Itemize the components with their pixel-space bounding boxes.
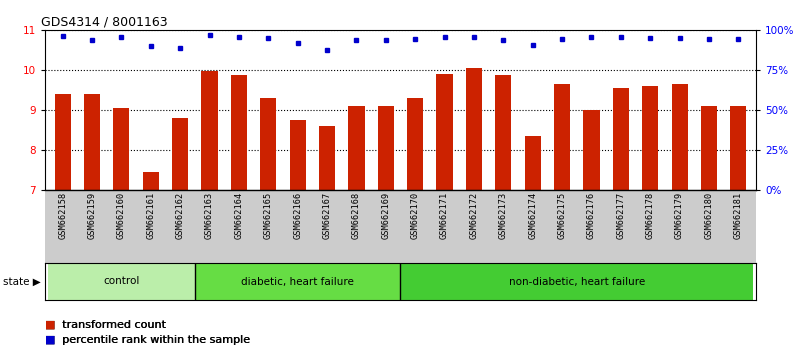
Text: GSM662170: GSM662170 [411,192,420,239]
Bar [113,108,130,190]
Text: GSM662179: GSM662179 [675,192,684,239]
Bar [378,106,394,190]
Bar [583,110,600,190]
Bar [260,98,276,190]
Text: ■  percentile rank within the sample: ■ percentile rank within the sample [45,335,251,345]
Text: GSM662181: GSM662181 [734,192,743,239]
Text: GSM662164: GSM662164 [235,192,244,239]
Bar [195,263,400,300]
Text: GSM662159: GSM662159 [87,192,96,239]
Bar [172,118,188,190]
Bar [407,98,423,190]
Bar [319,126,335,190]
Text: GSM662178: GSM662178 [646,192,654,239]
Bar [554,84,570,190]
Text: GSM662177: GSM662177 [616,192,626,239]
Text: GSM662176: GSM662176 [587,192,596,239]
Bar [54,94,70,190]
Bar [48,263,195,300]
Text: GSM662173: GSM662173 [499,192,508,239]
Text: diabetic, heart failure: diabetic, heart failure [241,276,354,286]
Text: disease state ▶: disease state ▶ [0,276,41,286]
Text: control: control [103,276,139,286]
Text: non-diabetic, heart failure: non-diabetic, heart failure [509,276,645,286]
Text: GSM662171: GSM662171 [440,192,449,239]
Text: transformed count: transformed count [54,320,165,330]
Text: GDS4314 / 8001163: GDS4314 / 8001163 [42,16,168,29]
Bar [231,75,247,190]
Bar [671,84,688,190]
Bar [466,68,482,190]
Text: GSM662163: GSM662163 [205,192,214,239]
Text: GSM662158: GSM662158 [58,192,67,239]
Bar [290,120,306,190]
Text: GSM662169: GSM662169 [381,192,390,239]
Bar [348,106,364,190]
Text: GSM662175: GSM662175 [557,192,566,239]
Bar [525,136,541,190]
Text: GSM662166: GSM662166 [293,192,302,239]
Bar [701,106,717,190]
Bar [201,71,218,190]
Bar [437,74,453,190]
Bar [495,75,511,190]
Text: GSM662162: GSM662162 [175,192,185,239]
Text: GSM662172: GSM662172 [469,192,478,239]
Bar [731,106,747,190]
Text: ■: ■ [45,335,55,345]
Text: GSM662161: GSM662161 [147,192,155,239]
Text: GSM662167: GSM662167 [323,192,332,239]
Text: percentile rank within the sample: percentile rank within the sample [54,335,249,345]
Text: ■  transformed count: ■ transformed count [45,320,167,330]
Bar [642,86,658,190]
Bar [400,263,753,300]
Bar [613,88,629,190]
Text: GSM662180: GSM662180 [705,192,714,239]
Bar [143,172,159,190]
Bar [84,94,100,190]
Text: GSM662165: GSM662165 [264,192,273,239]
Text: ■: ■ [45,320,55,330]
Text: GSM662174: GSM662174 [528,192,537,239]
Text: GSM662160: GSM662160 [117,192,126,239]
Text: GSM662168: GSM662168 [352,192,361,239]
